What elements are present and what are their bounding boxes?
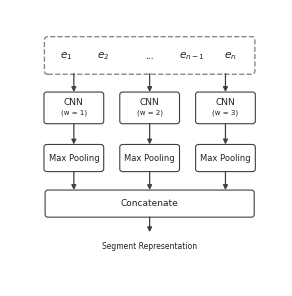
Text: (w = 2): (w = 2) bbox=[137, 110, 163, 116]
FancyBboxPatch shape bbox=[196, 92, 255, 124]
Text: $e_{n-1}$: $e_{n-1}$ bbox=[179, 50, 204, 62]
Text: ...: ... bbox=[145, 52, 154, 61]
Text: Max Pooling: Max Pooling bbox=[124, 154, 175, 163]
Text: (w = 3): (w = 3) bbox=[212, 110, 239, 116]
FancyBboxPatch shape bbox=[120, 144, 180, 172]
FancyBboxPatch shape bbox=[120, 92, 180, 124]
FancyBboxPatch shape bbox=[45, 190, 254, 217]
FancyBboxPatch shape bbox=[44, 92, 104, 124]
Text: (w = 1): (w = 1) bbox=[61, 110, 87, 116]
FancyBboxPatch shape bbox=[44, 37, 255, 74]
Text: Concatenate: Concatenate bbox=[121, 199, 178, 208]
Text: $e_{1}$: $e_{1}$ bbox=[60, 50, 72, 62]
Text: $e_{2}$: $e_{2}$ bbox=[97, 50, 110, 62]
Text: Segment Representation: Segment Representation bbox=[102, 242, 197, 251]
Text: Max Pooling: Max Pooling bbox=[200, 154, 251, 163]
Text: $e_{n}$: $e_{n}$ bbox=[224, 50, 236, 62]
Text: CNN: CNN bbox=[64, 98, 84, 107]
Text: Max Pooling: Max Pooling bbox=[48, 154, 99, 163]
Text: CNN: CNN bbox=[140, 98, 159, 107]
FancyBboxPatch shape bbox=[196, 144, 255, 172]
Text: CNN: CNN bbox=[215, 98, 235, 107]
FancyBboxPatch shape bbox=[44, 144, 104, 172]
